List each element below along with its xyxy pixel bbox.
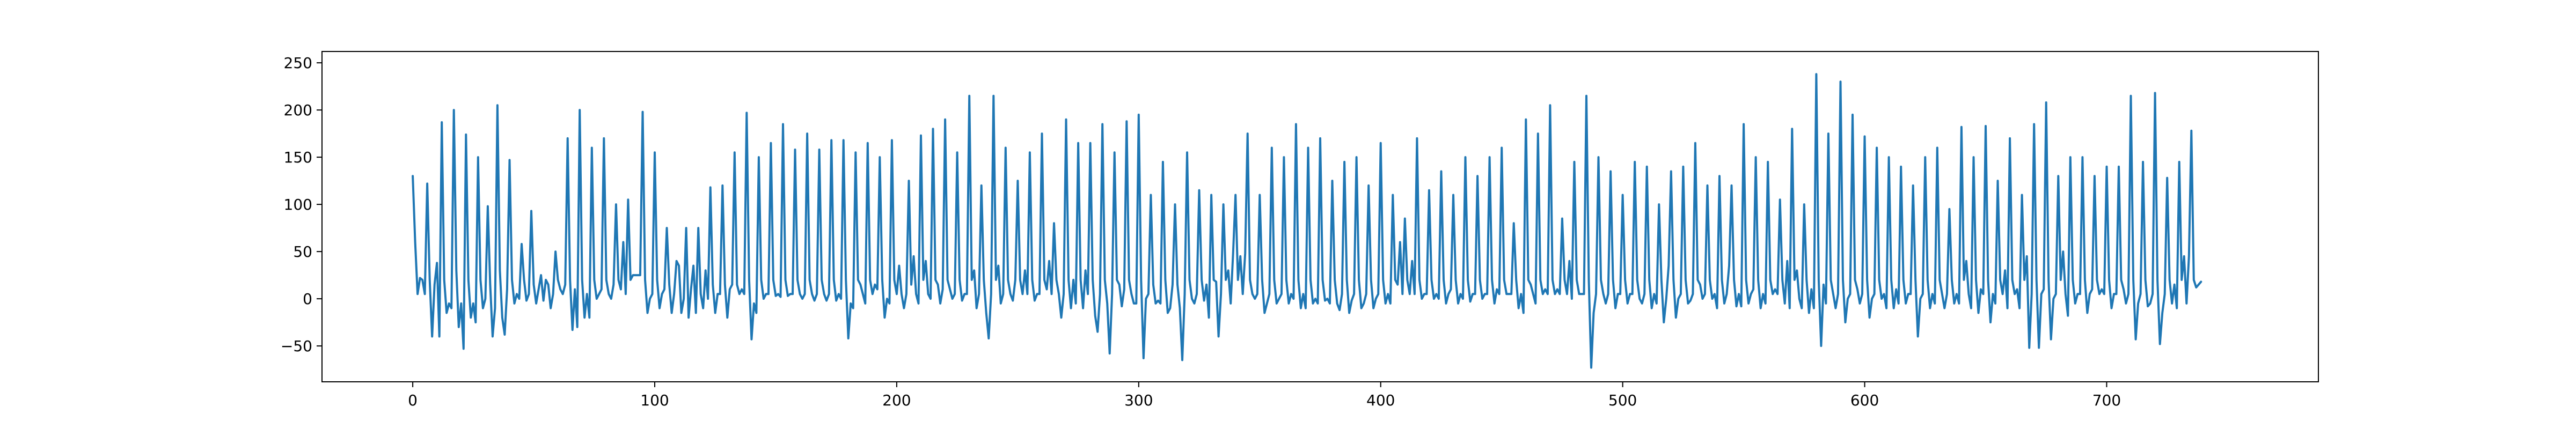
series-line — [412, 73, 2202, 369]
x-tick-label: 100 — [640, 391, 669, 409]
x-tick-label: 200 — [882, 391, 911, 409]
y-tick-label: −50 — [281, 337, 312, 355]
y-tick-label: 200 — [284, 101, 312, 119]
x-axis: 0 100 200 300 400 500 600 700 — [408, 382, 2121, 409]
axes-frame — [321, 51, 2319, 382]
y-tick-label: 50 — [293, 243, 312, 261]
x-tick-label: 400 — [1366, 391, 1395, 409]
y-axis: −50 0 50 100 150 200 250 — [281, 54, 322, 355]
x-tick-label: 600 — [1850, 391, 1879, 409]
y-tick-label: 150 — [284, 149, 312, 166]
plot-area — [412, 73, 2202, 369]
x-tick-label: 0 — [408, 391, 418, 409]
x-tick-label: 700 — [2092, 391, 2121, 409]
y-tick-label: 100 — [284, 196, 312, 213]
y-tick-label: 0 — [303, 290, 312, 308]
x-tick-label: 500 — [1608, 391, 1637, 409]
x-tick-label: 300 — [1124, 391, 1153, 409]
y-tick-label: 250 — [284, 54, 312, 72]
